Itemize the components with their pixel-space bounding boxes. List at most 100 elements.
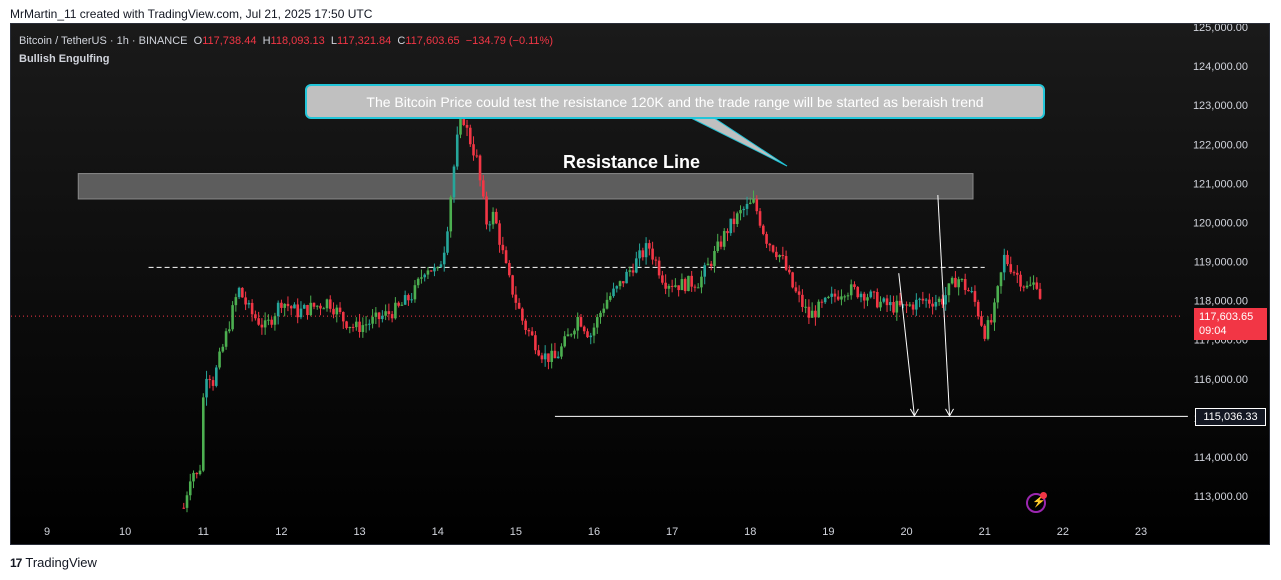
candle-body [400,304,404,306]
chart-frame[interactable]: 113,000.00114,000.00115,000.00116,000.00… [10,23,1270,545]
candle-body [729,218,733,234]
candle-body [286,303,290,307]
candle-body [283,303,286,308]
x-tick-label: 16 [588,526,600,538]
candle-body [250,302,254,315]
candle-body [309,302,313,316]
candle-body [475,155,479,157]
candle-body [830,293,833,297]
candle-body [635,258,638,273]
candle-body [638,250,641,259]
candle-body [260,324,264,328]
candle-body [631,270,635,273]
candle-body [869,291,873,298]
y-tick-label: 124,000.00 [1193,61,1248,73]
candle-body [866,297,869,301]
candle-body [1009,264,1013,273]
candle-body [1002,254,1006,273]
y-tick-label: 118,000.00 [1194,296,1248,308]
candle-body [280,302,283,308]
candle-body [771,245,775,252]
candle-body [247,302,251,305]
x-tick-label: 15 [510,526,522,538]
candle-body [814,310,817,318]
candle-body [459,107,462,135]
candle-body [628,270,632,272]
candle-body [960,279,964,281]
candle-body [488,224,492,226]
candle-body [706,263,710,266]
candlestick-chart[interactable]: 113,000.00114,000.00115,000.00116,000.00… [11,24,1270,545]
candle-body [263,320,267,328]
candle-body [651,248,654,260]
candle-body [224,331,228,347]
candle-body [592,327,596,336]
footer-brand[interactable]: TradingView [25,555,97,570]
lightning-icon[interactable]: ⚡ [1026,492,1047,513]
candle-body [674,285,677,287]
candle-body [690,275,693,287]
candle-body [293,304,296,309]
candle-body [748,202,752,204]
x-tick-label: 23 [1135,526,1147,538]
candle-body [589,335,593,338]
projection-arrow-head [945,408,954,417]
candle-body [436,267,440,269]
symbol-title[interactable]: Bitcoin / TetherUS · 1h · BINANCE [19,35,188,47]
candle-body [543,353,547,360]
candle-body [188,481,192,496]
candle-body [833,293,837,297]
candle-body [719,241,723,247]
candle-body [941,298,944,305]
candle-body [654,259,658,261]
candle-body [843,296,847,298]
candle-body [755,199,759,212]
candle-body [980,316,983,326]
candle-body [810,310,814,318]
candle-body [208,378,212,381]
candle-body [257,318,260,325]
candle-body [664,282,667,289]
current-price-tag: 117,603.65 09:04 [1194,308,1267,340]
analysis-callout[interactable]: The Bitcoin Price could test the resista… [305,84,1045,119]
candle-body [853,284,856,288]
candle-body [345,321,348,329]
candle-body [328,299,332,309]
candle-body [218,351,221,368]
candle-body [231,305,234,330]
candle-body [270,319,273,325]
candle-body [918,298,921,300]
candle-body [827,296,830,298]
candle-body [726,231,729,234]
candle-body [563,336,566,347]
candle-body [504,250,508,264]
y-tick-label: 121,000.00 [1193,178,1248,190]
candle-body [491,211,495,225]
candle-body [1015,272,1019,275]
candle-body [612,288,615,297]
candle-body [928,299,931,304]
candle-body [911,304,915,310]
candle-body [807,306,811,318]
candle-body [465,124,469,128]
candle-body [403,295,407,305]
candle-body [234,297,238,306]
candle-body [902,304,905,306]
candle-body [205,378,208,398]
candle-body [644,243,648,258]
x-tick-label: 10 [119,526,131,538]
candle-body [1022,286,1026,288]
candle-body [560,346,563,357]
current-price-value: 117,603.65 [1199,311,1254,323]
resistance-line-label[interactable]: Resistance Line [563,152,701,172]
candle-body [1028,284,1032,286]
candle-body [341,312,345,322]
y-tick-label: 116,000.00 [1194,374,1248,386]
candle-body [722,231,726,247]
indicator-label[interactable]: Bullish Engulfing [19,53,110,65]
candle-body [244,297,247,305]
candle-body [1038,288,1042,299]
candle-body [905,304,908,306]
candle-body [967,290,970,292]
candle-body [335,307,339,315]
